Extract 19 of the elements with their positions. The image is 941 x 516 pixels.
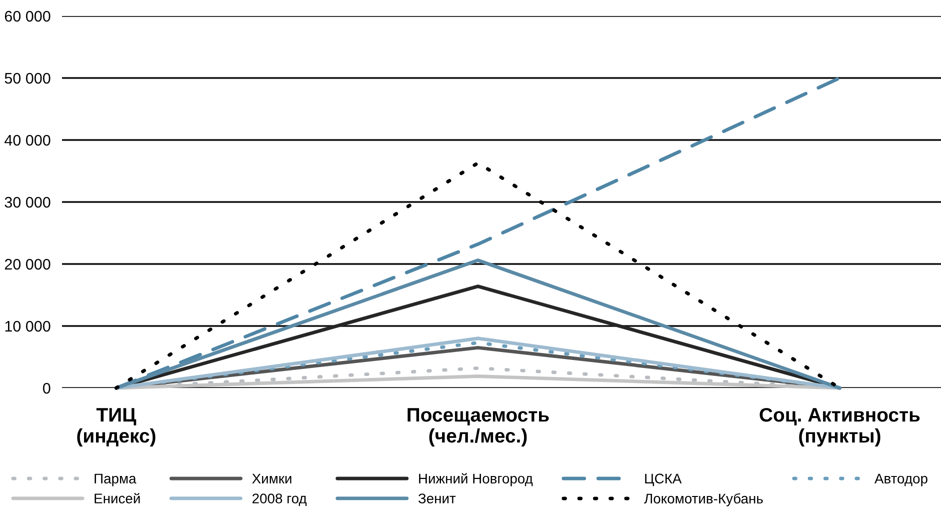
legend-label: Химки (252, 474, 292, 484)
legend-label: Автодор (874, 474, 928, 486)
y-tick-label: 40 000 (4, 134, 50, 146)
y-tick-label: 20 000 (4, 258, 50, 270)
y-tick-label: 30 000 (4, 196, 50, 208)
legend-label: Локомотив-Кубань (644, 493, 763, 506)
y-tick-label: 10 000 (5, 320, 50, 332)
legend-label: Зенит (418, 494, 456, 504)
legend-label: Енисей (94, 492, 140, 504)
x-tick-label: ТИЦ (индекс) (77, 408, 156, 447)
y-tick-label: 0 (42, 382, 50, 394)
x-tick-label: Посещаемость (чел./мес.) (408, 408, 549, 447)
y-tick-label: 60 000 (4, 10, 50, 22)
legend-label: Нижний Новгород (419, 473, 533, 486)
legend-label: Парма (94, 474, 136, 486)
y-tick-label: 50 000 (4, 72, 50, 84)
x-tick-label: Соц. Активность (пункты) (760, 408, 920, 447)
legend-label: ЦСКА (645, 474, 682, 486)
legend-label: 2008 год (252, 494, 307, 506)
